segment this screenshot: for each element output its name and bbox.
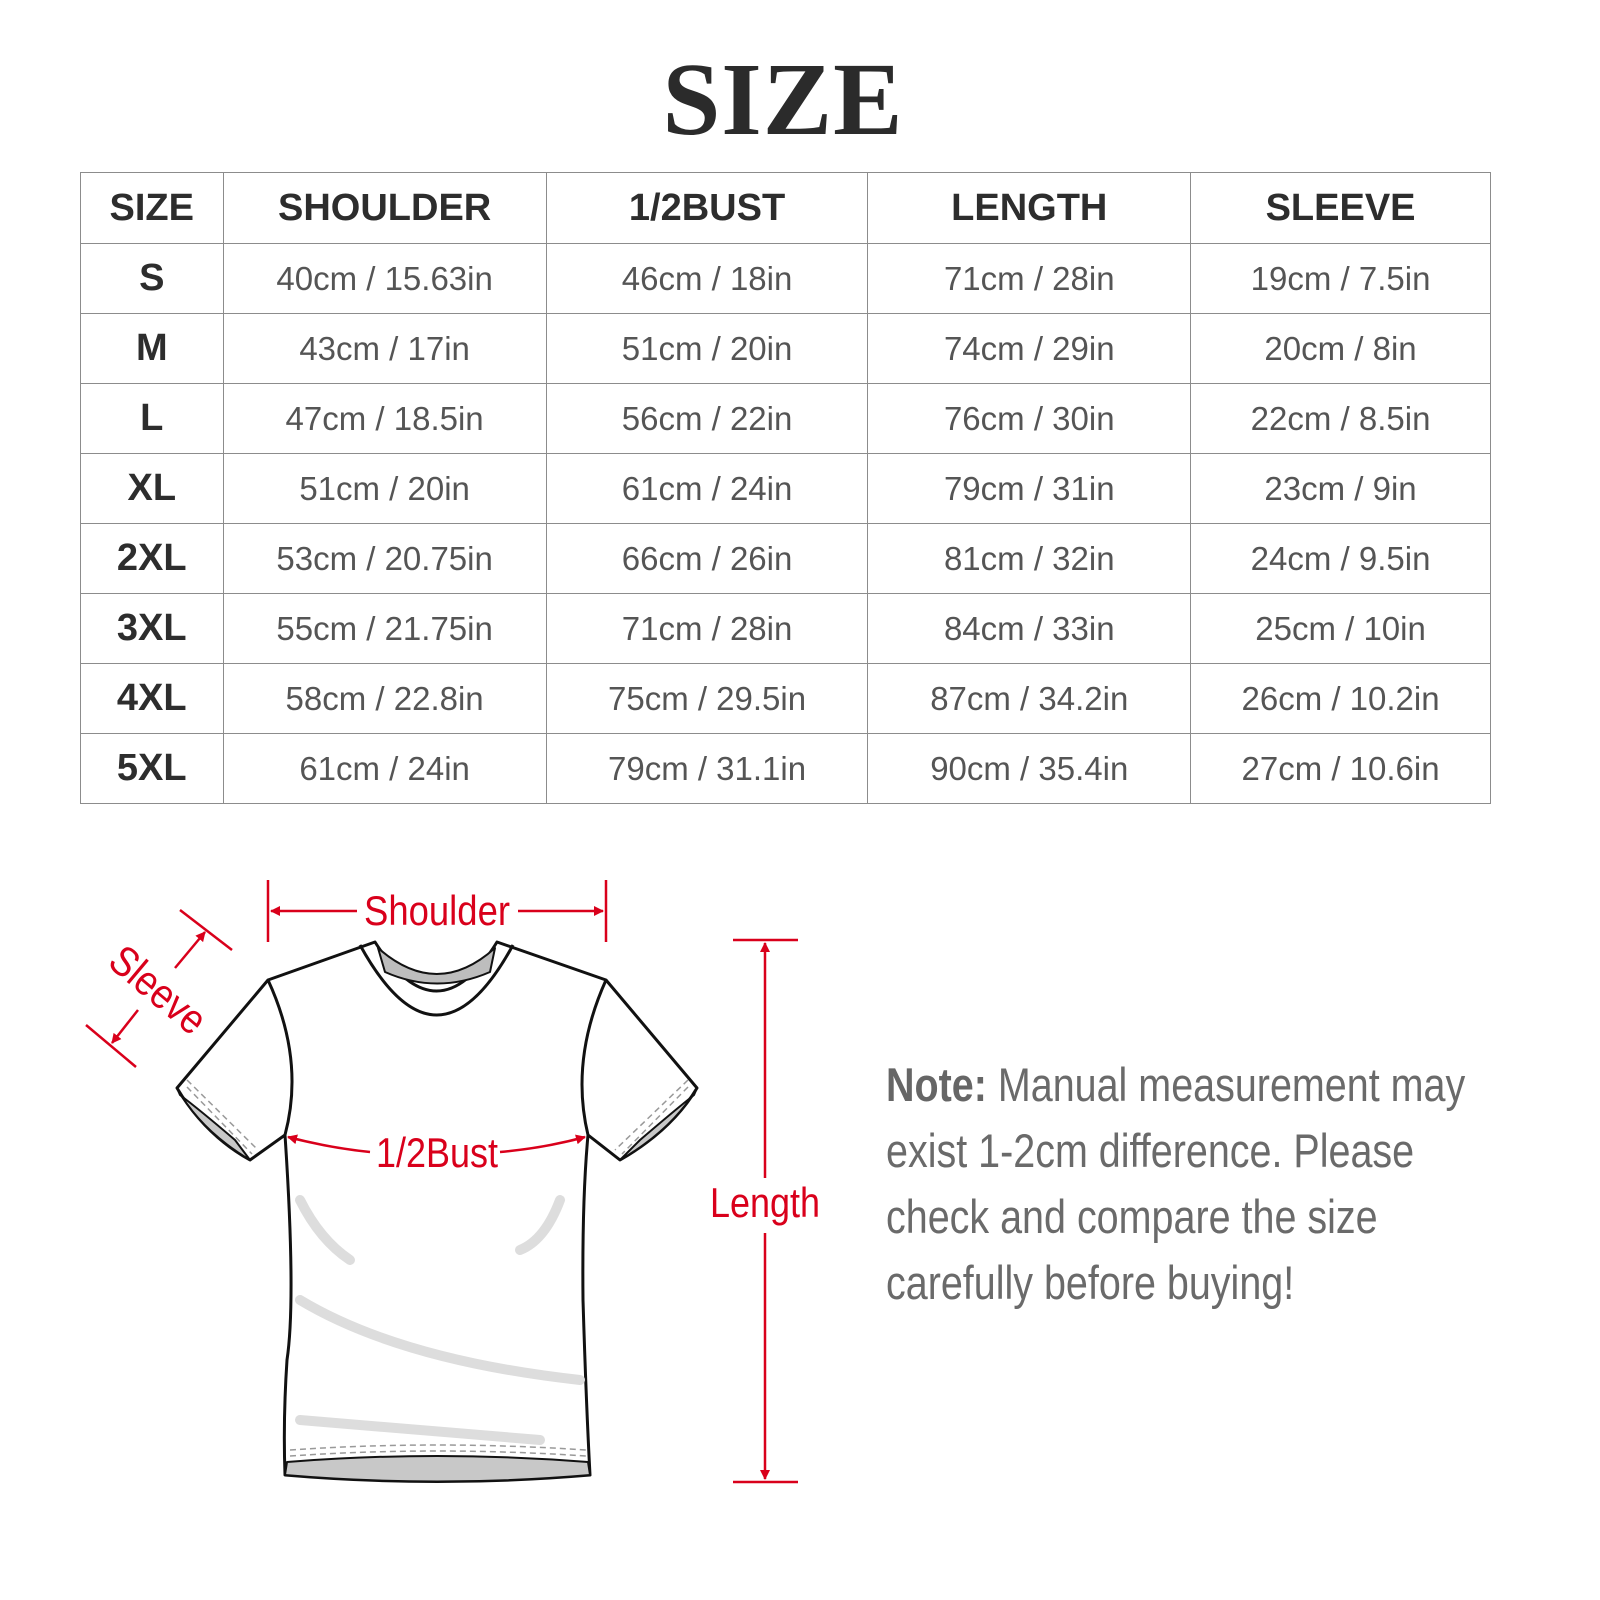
size-cell: L	[80, 383, 224, 454]
table-row: 2XL 53cm / 20.75in 66cm / 26in 81cm / 32in 2…	[80, 523, 1491, 594]
measurement-cell: 26cm / 10.2in	[1190, 663, 1491, 734]
size-cell: M	[80, 313, 224, 384]
table-row: XL 51cm / 20in 61cm / 24in 79cm / 31in 23cm …	[80, 453, 1491, 524]
shoulder-label: Shoulder	[364, 887, 510, 934]
measurement-cell: 58cm / 22.8in	[222, 663, 547, 734]
note-line: carefully before buying!	[886, 1256, 1295, 1309]
t-shirt-icon	[175, 940, 699, 1483]
bust-label: 1/2Bust	[376, 1129, 498, 1176]
note-text: Note: Manual measurement may exist 1-2cm…	[886, 1052, 1491, 1316]
measurement-cell: 81cm / 32in	[867, 523, 1192, 594]
note-line: Manual measurement may	[986, 1058, 1466, 1111]
measurement-cell: 25cm / 10in	[1190, 593, 1491, 664]
table-row: 5XL 61cm / 24in 79cm / 31.1in 90cm / 35.4in…	[80, 733, 1491, 804]
column-header: SIZE	[80, 172, 224, 244]
measurement-cell: 90cm / 35.4in	[867, 733, 1192, 804]
measurement-cell: 71cm / 28in	[545, 593, 869, 664]
size-cell: S	[80, 243, 224, 314]
measurement-cell: 84cm / 33in	[867, 593, 1192, 664]
measurement-cell: 19cm / 7.5in	[1190, 243, 1491, 314]
measurement-cell: 75cm / 29.5in	[545, 663, 869, 734]
table-row: S 40cm / 15.63in 46cm / 18in 71cm / 28in 19c…	[80, 243, 1491, 314]
note-line: exist 1-2cm difference. Please	[886, 1124, 1415, 1177]
measurement-cell: 61cm / 24in	[545, 453, 869, 524]
size-cell: XL	[80, 453, 224, 524]
measurement-cell: 66cm / 26in	[545, 523, 869, 594]
page-title: SIZE	[662, 42, 904, 157]
shoulder-measurement	[266, 880, 608, 942]
measurement-cell: 43cm / 17in	[222, 313, 547, 384]
measurement-cell: 56cm / 22in	[545, 383, 869, 454]
column-header: SLEEVE	[1190, 172, 1491, 244]
size-table: SIZE SHOULDER 1/2BUST LENGTH SLEEVE S 40cm / …	[80, 172, 1491, 804]
measurement-cell: 53cm / 20.75in	[222, 523, 547, 594]
length-label: Length	[710, 1179, 820, 1226]
measurement-cell: 22cm / 8.5in	[1190, 383, 1491, 454]
note-label: Note:	[886, 1058, 987, 1111]
bust-measurement	[287, 1134, 586, 1154]
column-header: LENGTH	[867, 172, 1192, 244]
table-row: 3XL 55cm / 21.75in 71cm / 28in 84cm / 33in 2…	[80, 593, 1491, 664]
size-cell: 4XL	[80, 663, 224, 734]
measurement-cell: 27cm / 10.6in	[1190, 733, 1491, 804]
table-header-row: SIZE SHOULDER 1/2BUST LENGTH SLEEVE	[80, 172, 1491, 244]
size-cell: 3XL	[80, 593, 224, 664]
measurement-cell: 51cm / 20in	[545, 313, 869, 384]
measurement-cell: 40cm / 15.63in	[222, 243, 547, 314]
note-line: check and compare the size	[886, 1190, 1378, 1243]
table-row: 4XL 58cm / 22.8in 75cm / 29.5in 87cm / 34.2…	[80, 663, 1491, 734]
measurement-cell: 20cm / 8in	[1190, 313, 1491, 384]
measurement-cell: 76cm / 30in	[867, 383, 1192, 454]
table-row: L 47cm / 18.5in 56cm / 22in 76cm / 30in 22cm…	[80, 383, 1491, 454]
sleeve-label: Sleeve	[100, 936, 216, 1044]
measurement-cell: 23cm / 9in	[1190, 453, 1491, 524]
measurement-cell: 61cm / 24in	[222, 733, 547, 804]
measurement-cell: 55cm / 21.75in	[222, 593, 547, 664]
measurement-cell: 71cm / 28in	[867, 243, 1192, 314]
measurement-cell: 74cm / 29in	[867, 313, 1192, 384]
length-measurement	[733, 938, 798, 1484]
measurement-cell: 79cm / 31.1in	[545, 733, 869, 804]
measurement-cell: 51cm / 20in	[222, 453, 547, 524]
size-cell: 5XL	[80, 733, 224, 804]
measurement-cell: 24cm / 9.5in	[1190, 523, 1491, 594]
column-header: 1/2BUST	[545, 172, 869, 244]
measurement-cell: 46cm / 18in	[545, 243, 869, 314]
table-row: M 43cm / 17in 51cm / 20in 74cm / 29in 20cm /…	[80, 313, 1491, 384]
sleeve-measurement	[85, 909, 233, 1068]
measurement-cell: 47cm / 18.5in	[222, 383, 547, 454]
